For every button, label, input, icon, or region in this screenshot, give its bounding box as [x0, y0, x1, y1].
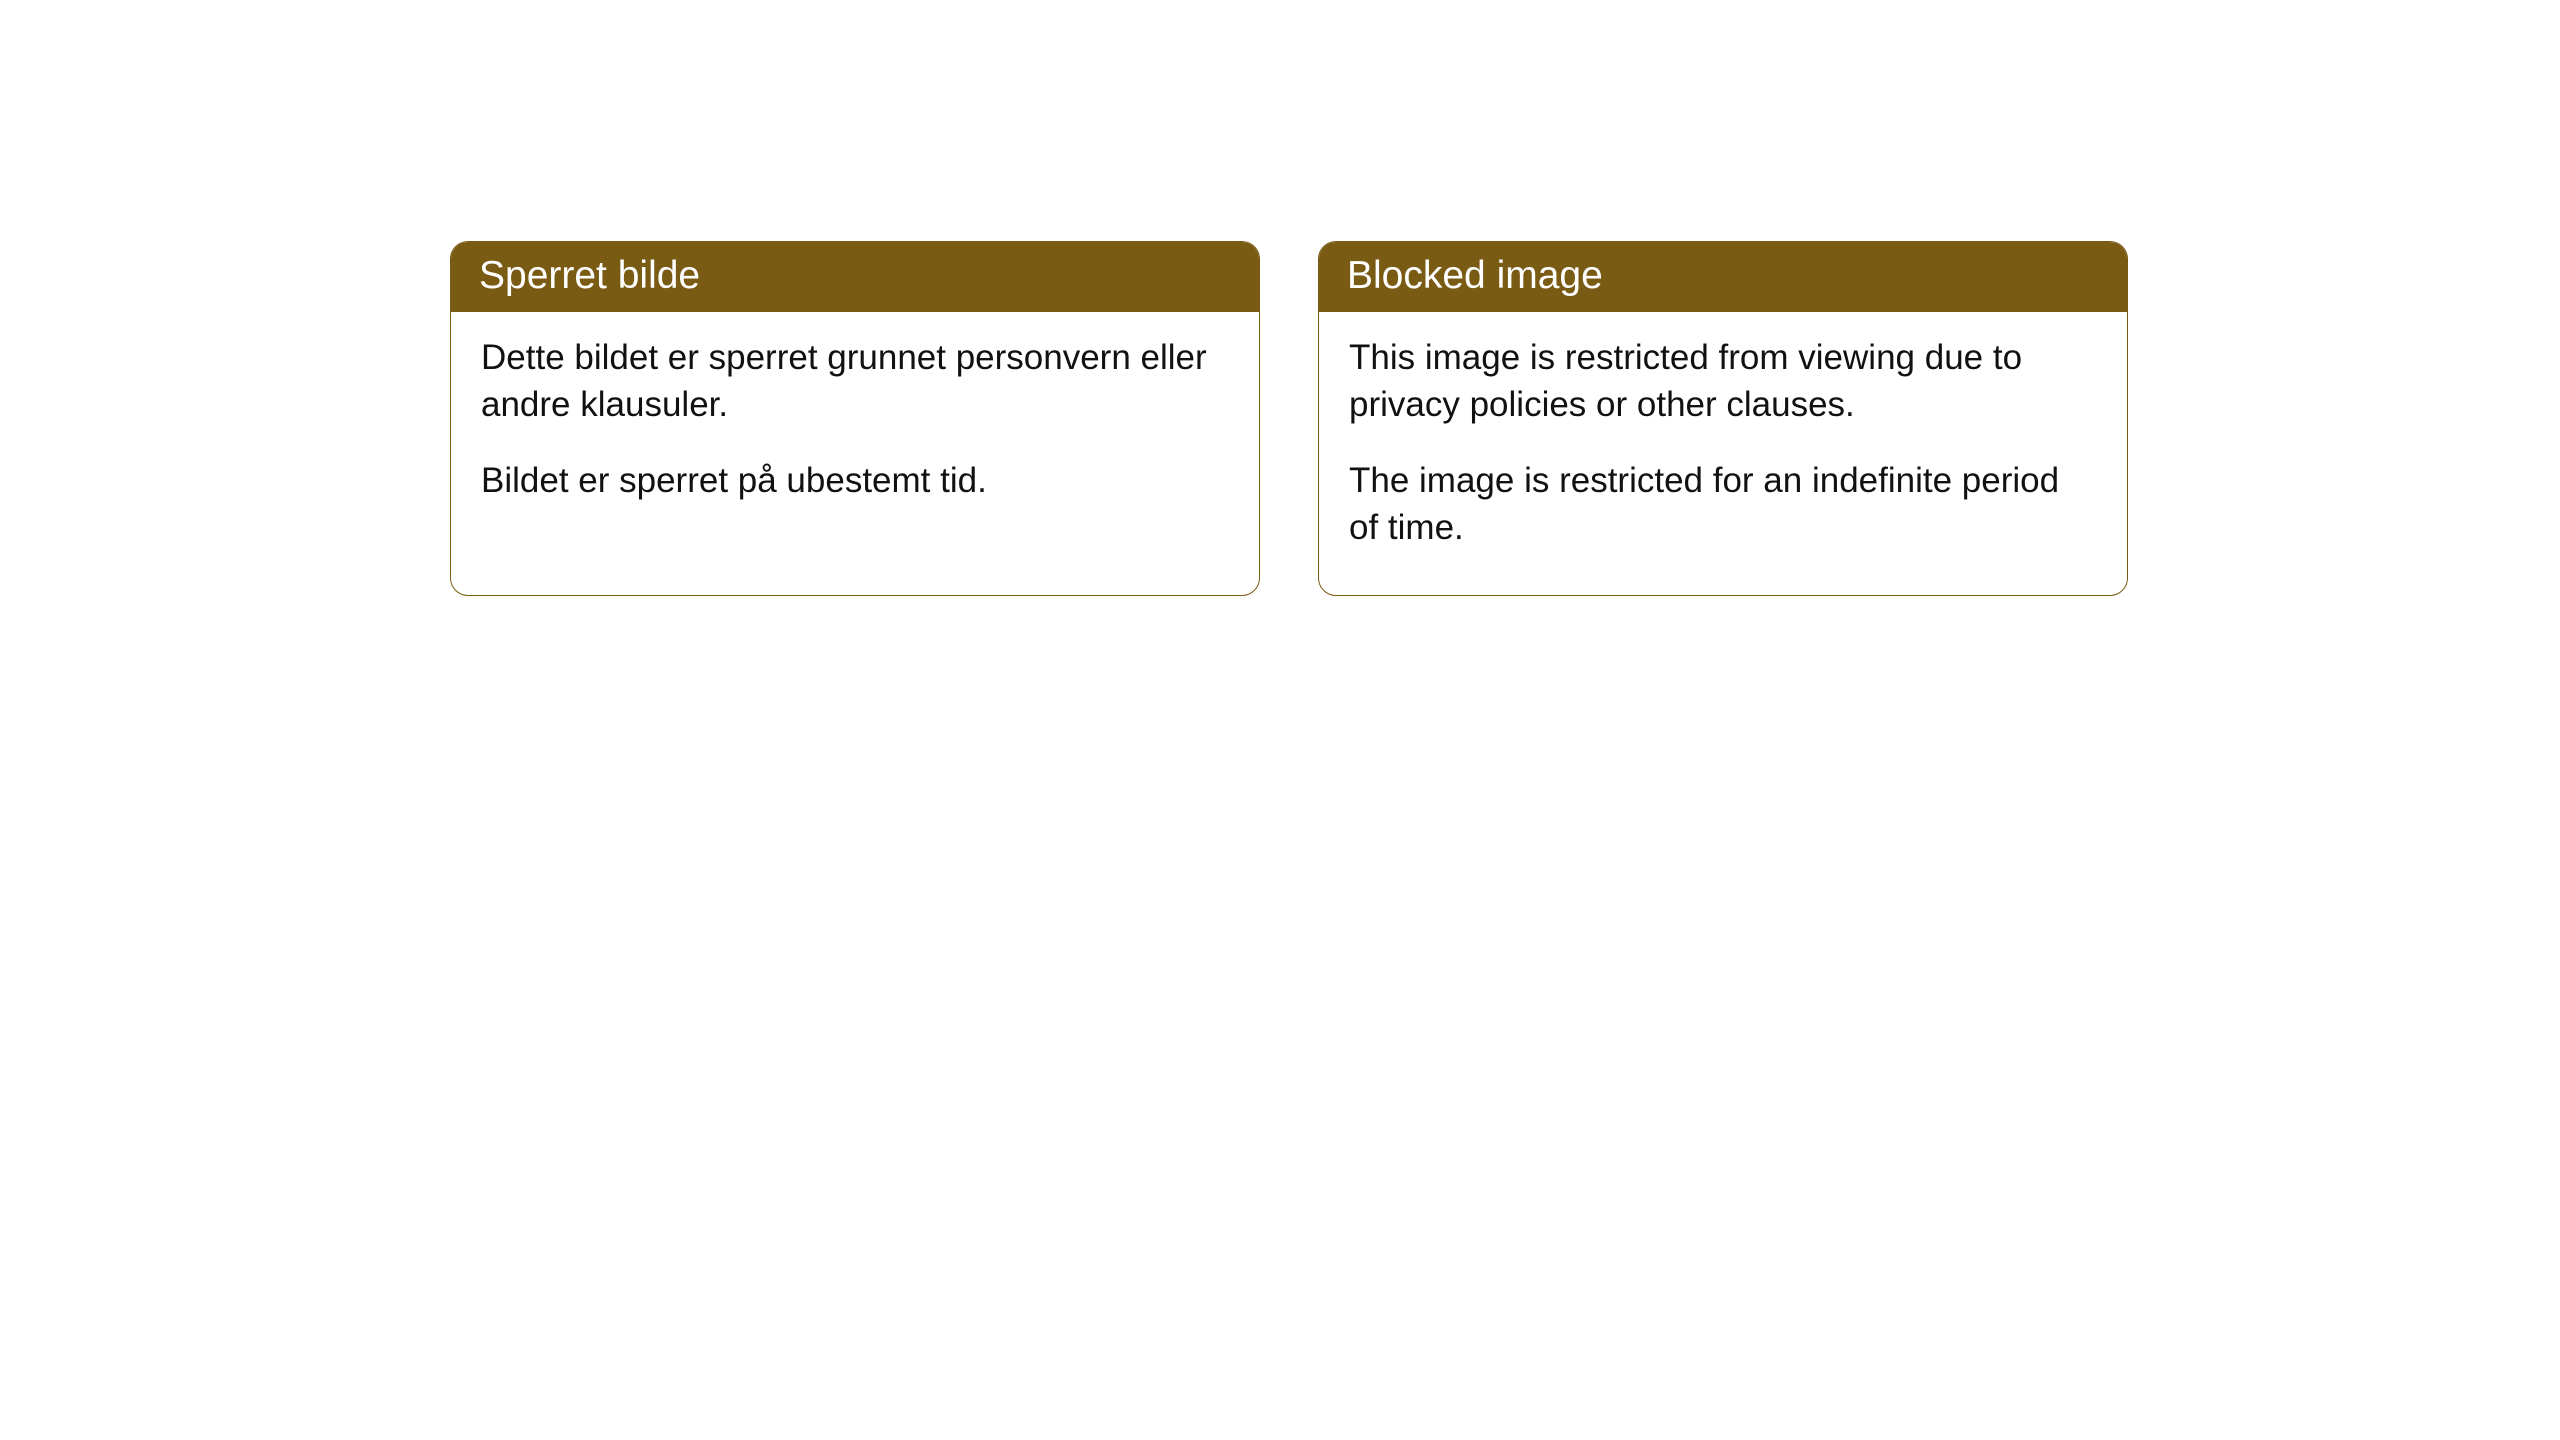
- card-paragraph-en-2: The image is restricted for an indefinit…: [1349, 457, 2097, 552]
- card-header-no: Sperret bilde: [451, 242, 1259, 312]
- card-body-no: Dette bildet er sperret grunnet personve…: [451, 312, 1259, 548]
- card-paragraph-no-2: Bildet er sperret på ubestemt tid.: [481, 457, 1229, 504]
- card-paragraph-no-1: Dette bildet er sperret grunnet personve…: [481, 334, 1229, 429]
- card-header-en: Blocked image: [1319, 242, 2127, 312]
- blocked-image-card-no: Sperret bilde Dette bildet er sperret gr…: [450, 241, 1260, 596]
- blocked-image-card-en: Blocked image This image is restricted f…: [1318, 241, 2128, 596]
- cards-container: Sperret bilde Dette bildet er sperret gr…: [450, 241, 2560, 596]
- card-body-en: This image is restricted from viewing du…: [1319, 312, 2127, 595]
- card-paragraph-en-1: This image is restricted from viewing du…: [1349, 334, 2097, 429]
